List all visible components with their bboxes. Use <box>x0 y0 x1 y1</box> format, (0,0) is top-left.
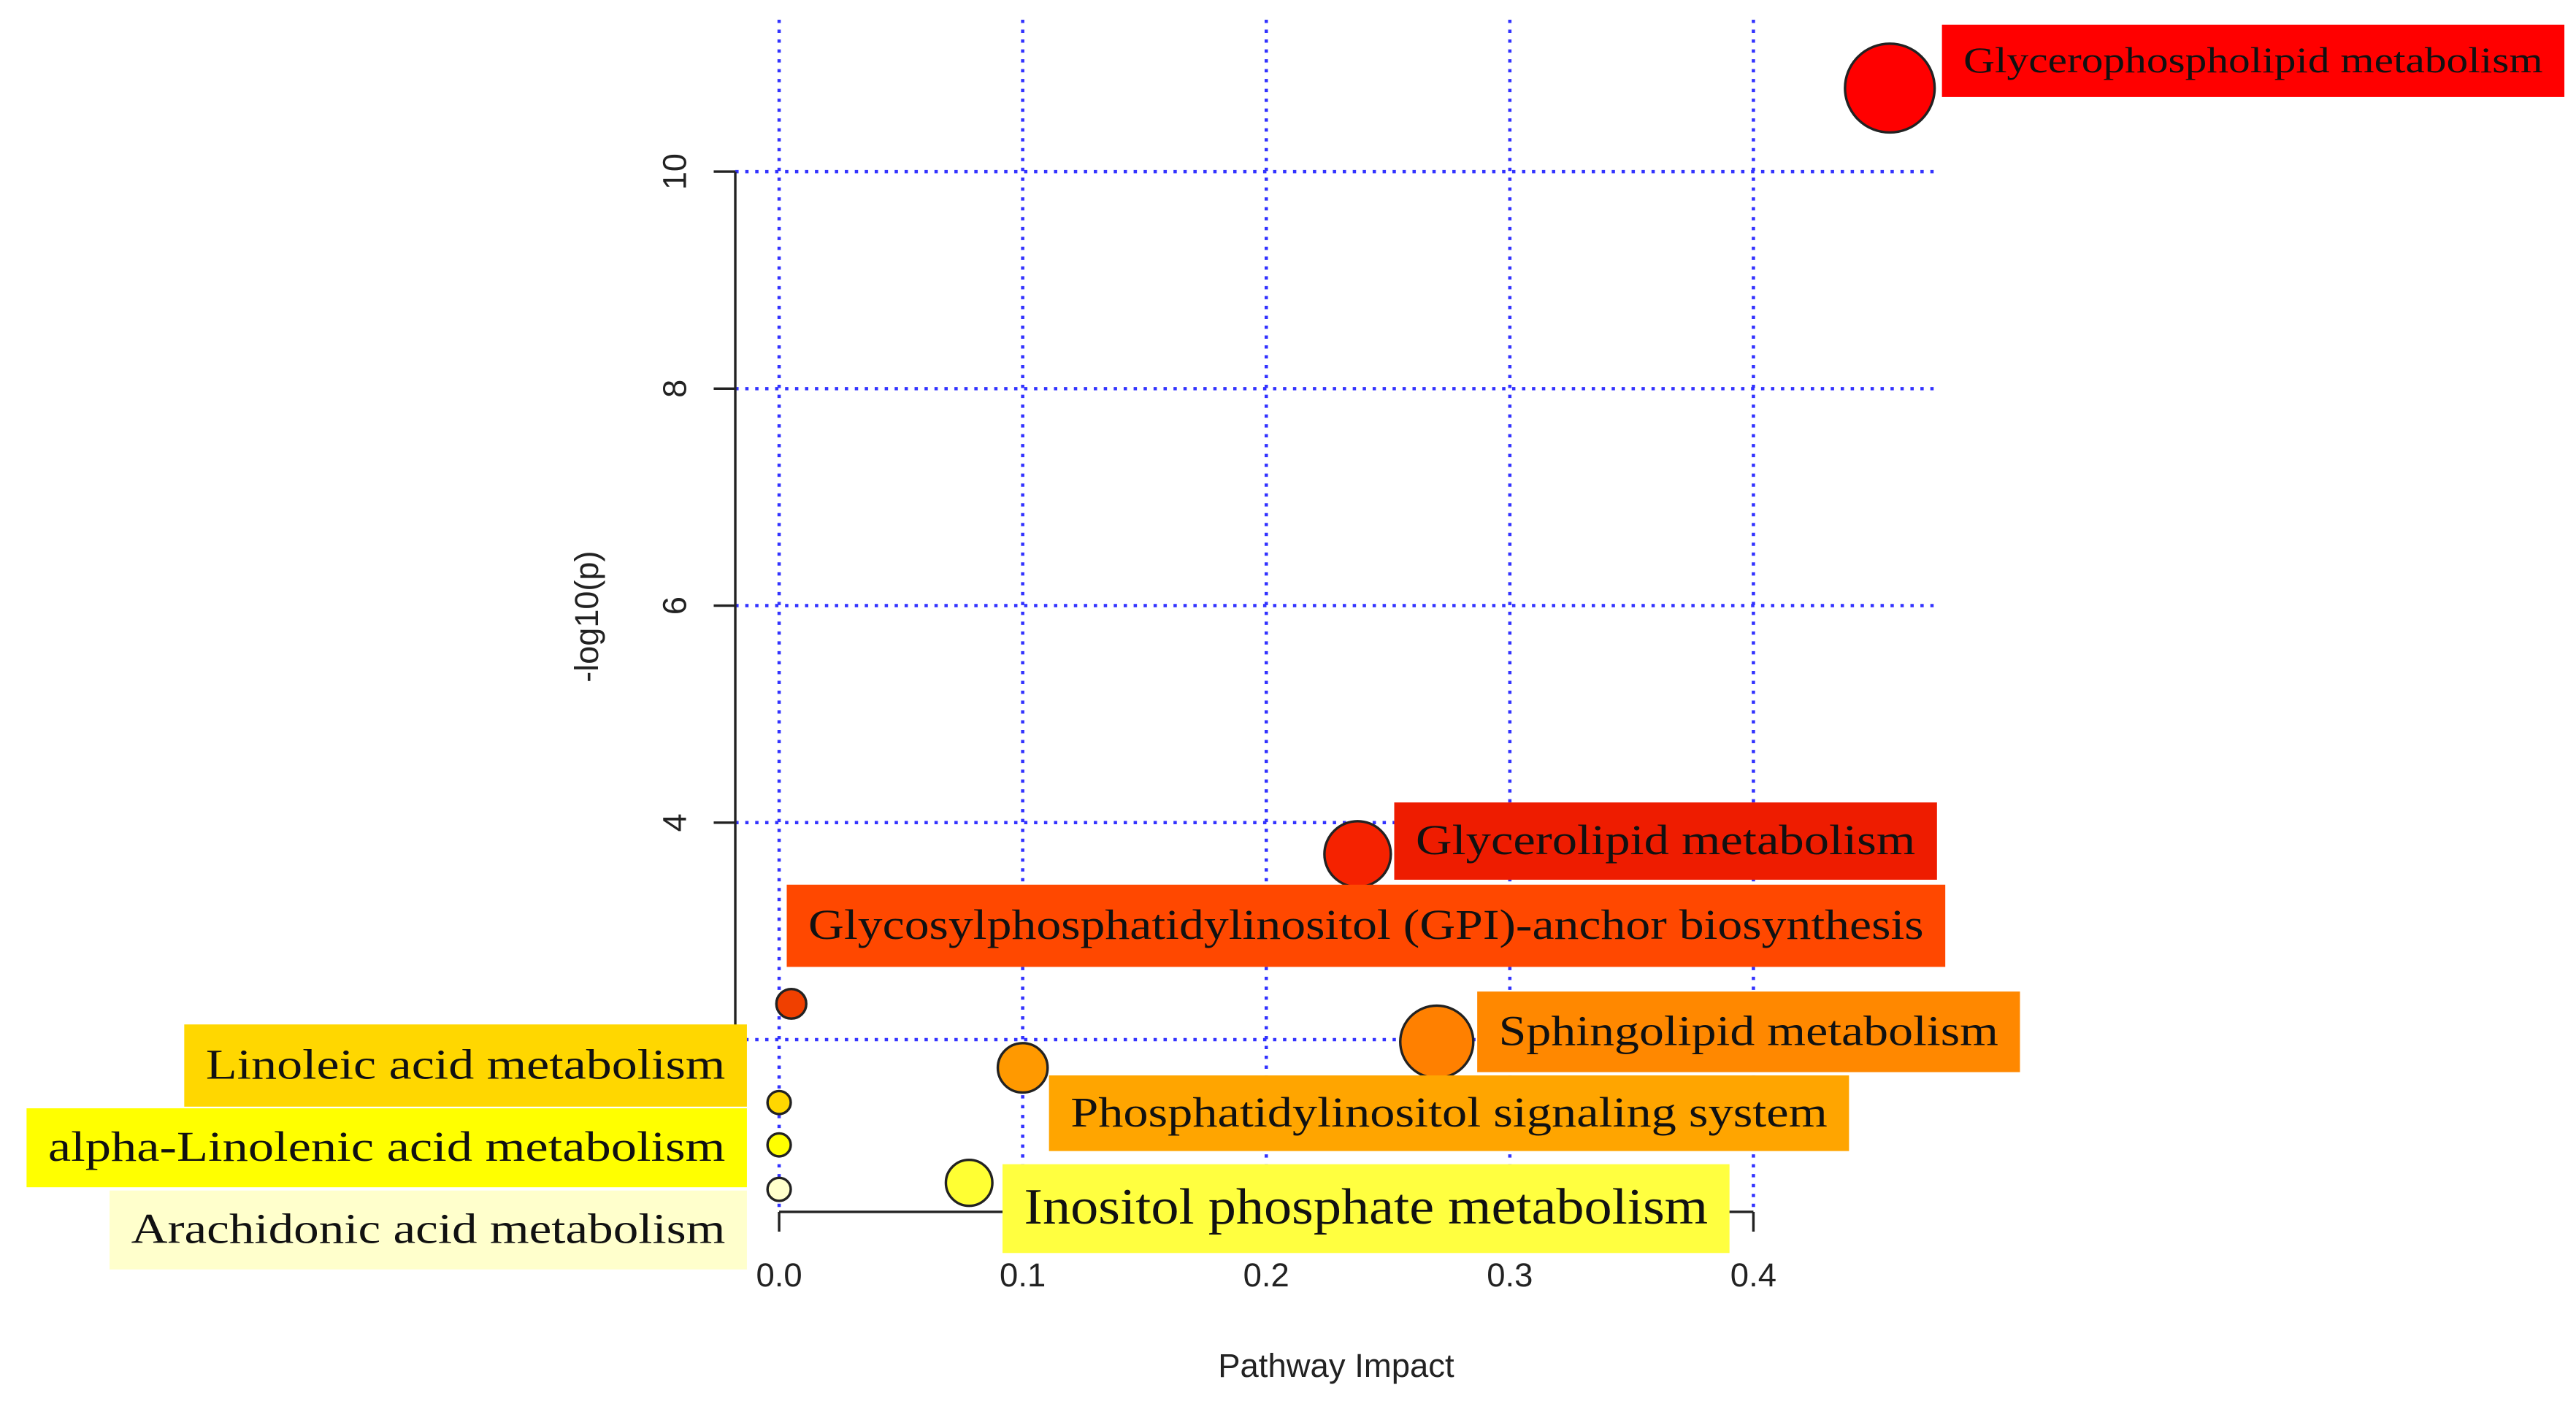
point-label: Phosphatidylinositol signaling system <box>1070 1089 1828 1136</box>
point-label: Glycerophospholipid metabolism <box>1963 40 2542 80</box>
y-tick-label: 6 <box>656 596 693 615</box>
bubble <box>766 1176 792 1202</box>
bubble <box>766 1089 792 1116</box>
x-tick-label: 0.4 <box>1730 1256 1776 1294</box>
x-axis-label: Pathway Impact <box>1218 1347 1454 1384</box>
label-box <box>1394 802 1937 880</box>
x-tick-label: 0.2 <box>1243 1256 1289 1294</box>
x-tick-label: 0.1 <box>1000 1256 1046 1294</box>
label-box <box>786 884 1946 967</box>
label-box <box>1477 991 2020 1072</box>
bubble <box>775 988 808 1020</box>
point-label: Sphingolipid metabolism <box>1499 1007 1998 1055</box>
label-box <box>1003 1164 1730 1254</box>
bubble <box>1323 820 1392 888</box>
point-label: Glycosylphosphatidylinositol (GPI)-ancho… <box>808 901 1924 948</box>
y-tick-label: 4 <box>656 813 693 832</box>
bubble <box>1399 1004 1475 1080</box>
label-box <box>1049 1075 1849 1151</box>
point-label: Inositol phosphate metabolism <box>1024 1178 1709 1235</box>
bubble <box>1844 42 1936 134</box>
bubble <box>766 1132 792 1158</box>
point-label: alpha-Linolenic acid metabolism <box>48 1123 725 1170</box>
point-label: Linoleic acid metabolism <box>206 1041 726 1089</box>
x-tick-label: 0.0 <box>756 1256 802 1294</box>
point-label: Glycerolipid metabolism <box>1416 816 1915 864</box>
label-box <box>184 1024 747 1107</box>
point-label: Arachidonic acid metabolism <box>131 1205 726 1253</box>
y-tick-label: 8 <box>656 380 693 398</box>
x-tick-label: 0.3 <box>1487 1256 1533 1294</box>
label-box <box>110 1190 747 1270</box>
y-axis-label: -log10(p) <box>568 551 605 683</box>
bubble <box>996 1042 1049 1094</box>
bubble <box>944 1158 994 1208</box>
y-tick-label: 10 <box>656 153 693 190</box>
label-box <box>26 1108 747 1188</box>
label-box <box>1941 24 2565 97</box>
